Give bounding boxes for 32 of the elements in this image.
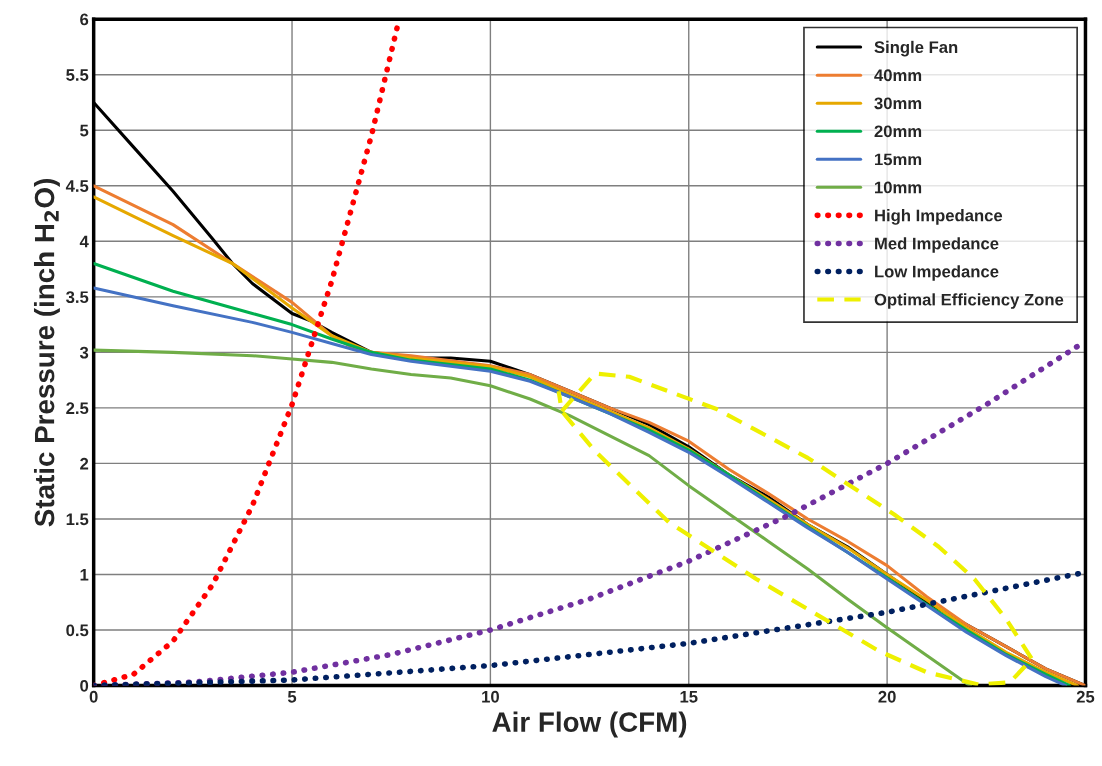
legend-label: Med Impedance bbox=[875, 237, 999, 253]
x-tick-label: 0 bbox=[89, 690, 98, 703]
legend-label: 15mm bbox=[875, 153, 922, 166]
y-tick-label: 5 bbox=[80, 124, 89, 137]
line-series bbox=[556, 371, 1034, 686]
legend-label: Single Fan bbox=[874, 40, 958, 57]
y-tick-label: 1 bbox=[80, 569, 89, 581]
y-tick-label: 2 bbox=[80, 457, 89, 470]
legend-label: Low Impedance bbox=[875, 265, 999, 281]
x-tick-label: 10 bbox=[482, 690, 499, 703]
y-tick-label: 1.5 bbox=[66, 513, 89, 526]
y-tick-label: 6 bbox=[80, 13, 89, 26]
x-tick-label: 5 bbox=[287, 691, 297, 703]
y-tick-label: 4 bbox=[79, 235, 89, 248]
x-tick-label: 25 bbox=[1076, 690, 1095, 703]
x-tick-label: 15 bbox=[680, 691, 698, 703]
legend-label: High Impedance bbox=[875, 209, 1003, 225]
y-tick-label: 0.5 bbox=[66, 624, 89, 637]
y-tick-label: 3 bbox=[79, 346, 89, 359]
legend-label: 30mm bbox=[874, 97, 922, 110]
y-axis-title: Static Pressure (inch H$_{2}$O) bbox=[33, 179, 60, 527]
x-axis-title: Air Flow (CFM) bbox=[492, 711, 687, 738]
x-tick-label: 20 bbox=[878, 690, 896, 703]
legend-label: 20mm bbox=[874, 125, 922, 138]
y-tick-label: 5.5 bbox=[66, 69, 89, 81]
y-tick-label: 0 bbox=[80, 679, 89, 692]
legend-label: 40mm bbox=[874, 69, 922, 82]
legend-label: Optimal Efficiency Zone bbox=[874, 293, 1064, 309]
y-tick-label: 4.5 bbox=[65, 180, 89, 192]
y-tick-label: 3.5 bbox=[66, 291, 89, 304]
y-tick-label: 2.5 bbox=[66, 402, 89, 415]
legend-label: 10mm bbox=[875, 181, 922, 194]
